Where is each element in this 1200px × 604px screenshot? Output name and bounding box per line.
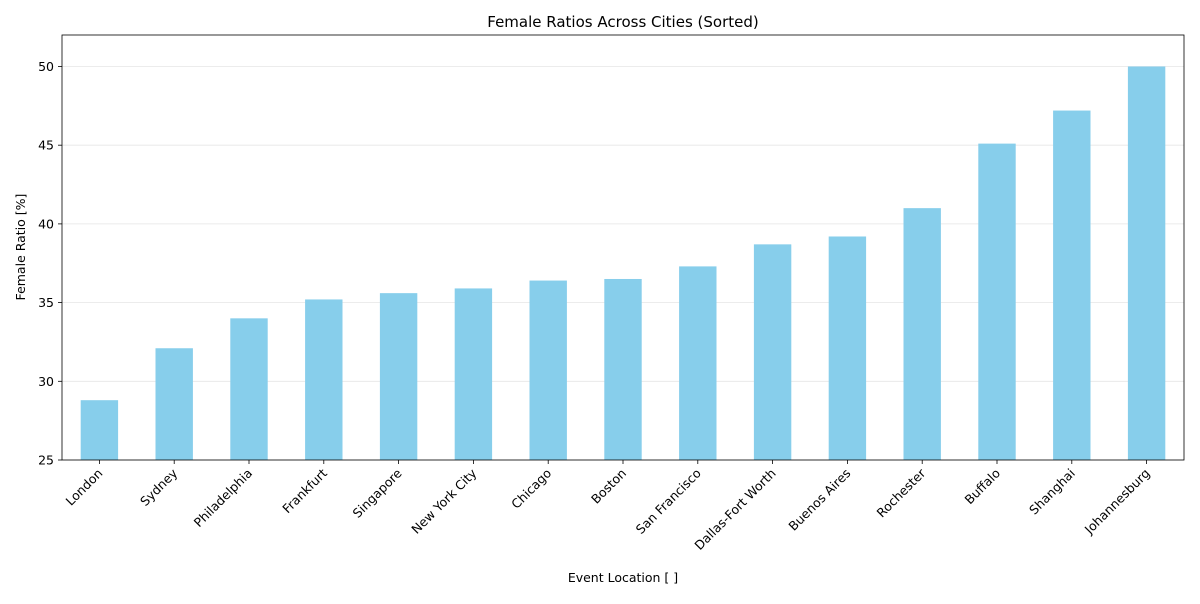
x-tick-label: Sydney [137, 465, 181, 509]
y-axis-label: Female Ratio [%] [13, 194, 28, 301]
x-tick-label: Dallas-Fort Worth [691, 466, 778, 553]
bar [155, 348, 193, 460]
bar [903, 208, 941, 460]
chart-title: Female Ratios Across Cities (Sorted) [487, 13, 758, 31]
bar [679, 266, 717, 460]
x-tick-label: Shanghai [1026, 466, 1078, 518]
x-tick-label: Buffalo [961, 466, 1003, 508]
x-tick-label: Frankfurt [279, 465, 330, 516]
bar [753, 244, 792, 460]
bar [230, 318, 268, 460]
x-tick-label: Boston [588, 466, 629, 507]
x-tick-label: Singapore [350, 465, 405, 520]
x-tick-label: Rochester [874, 465, 929, 520]
bar [828, 236, 867, 460]
bar [454, 288, 493, 460]
x-tick-label: Philadelphia [191, 466, 255, 530]
x-tick-label: San Francisco [633, 466, 704, 537]
bar [529, 280, 567, 460]
bar [305, 299, 343, 460]
y-tick-label: 30 [38, 374, 54, 389]
y-tick-label: 35 [38, 295, 54, 310]
y-tick-label: 40 [38, 216, 54, 231]
x-axis-label: Event Location [ ] [568, 570, 678, 585]
y-tick-label: 25 [38, 453, 54, 468]
x-tick-label: Chicago [508, 466, 554, 512]
bar [80, 400, 119, 460]
x-tick-label: New York City [408, 465, 480, 537]
y-tick-label: 50 [38, 59, 54, 74]
x-tick-label: Johannesburg [1081, 466, 1153, 538]
bar [978, 143, 1016, 460]
bar [379, 293, 418, 460]
bar [1127, 66, 1166, 461]
bar [604, 278, 642, 460]
x-tick-label: Buenos Aires [785, 466, 853, 534]
y-tick-label: 45 [38, 138, 54, 153]
bar [1053, 110, 1091, 461]
x-tick-label: London [63, 466, 106, 509]
plot-frame [61, 34, 1185, 461]
